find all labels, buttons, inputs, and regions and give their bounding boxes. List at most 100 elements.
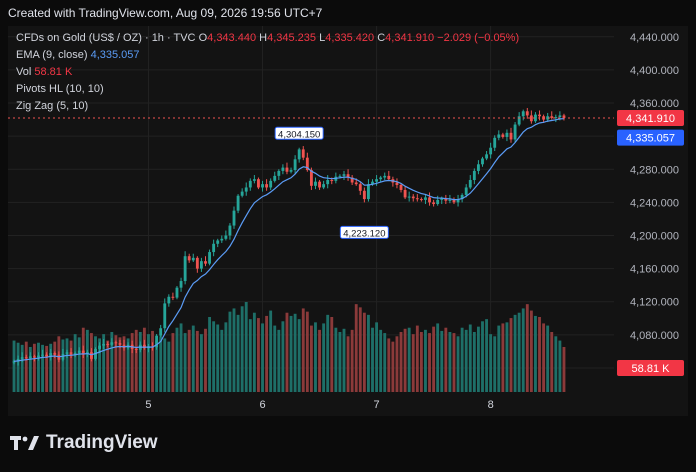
candle-body	[228, 225, 232, 236]
volume-bar	[452, 333, 456, 392]
volume-bar	[419, 332, 423, 392]
candle-body	[191, 257, 195, 261]
volume-bar	[98, 338, 102, 392]
symbol-name[interactable]: CFDs on Gold (US$ / OZ) · 1h · TVC	[16, 32, 196, 44]
volume-bar	[257, 318, 260, 392]
volume-bar	[460, 327, 464, 392]
candle-body	[90, 352, 93, 359]
candle-body	[204, 261, 207, 264]
volume-bar	[20, 344, 24, 392]
candle-body	[261, 184, 264, 188]
candle-body	[208, 252, 211, 264]
volume-bar	[159, 336, 163, 392]
volume-bar	[175, 327, 179, 392]
candle-body	[501, 134, 505, 137]
volume-bar	[415, 325, 419, 392]
volume-bar	[342, 328, 346, 392]
candle-body	[322, 184, 326, 188]
candle-body	[41, 354, 44, 356]
legend-volume-row[interactable]: Vol 58.81 K	[16, 66, 72, 78]
volume-bar	[240, 306, 244, 392]
volume-bar	[187, 329, 191, 392]
candle-body	[236, 195, 240, 211]
candle-body	[509, 132, 513, 140]
candle-body	[285, 167, 289, 172]
volume-bar	[436, 323, 440, 392]
volume-bar	[513, 314, 517, 392]
candle-body	[240, 191, 244, 196]
candle-body	[407, 196, 411, 198]
candle-body	[387, 175, 391, 180]
volume-bar	[204, 328, 207, 392]
candle-body	[497, 134, 501, 138]
candle-body	[110, 342, 114, 345]
ema-price-tag-bg	[617, 129, 684, 146]
candle-body	[244, 187, 248, 192]
volume-bar	[318, 329, 321, 392]
legend-ema-row[interactable]: EMA (9, close) 4,335.057	[16, 49, 140, 61]
volume-bar	[236, 314, 240, 392]
candle-body	[142, 344, 146, 349]
candle-body	[163, 303, 167, 329]
volume-bar	[81, 327, 85, 392]
volume-value: 58.81 K	[34, 66, 73, 78]
volume-bar	[228, 311, 232, 392]
candle-body	[187, 256, 191, 261]
candle-body	[403, 189, 407, 198]
legend-zigzag-row[interactable]: Zig Zag (5, 10)	[16, 100, 89, 112]
candle-body	[554, 117, 558, 119]
volume-bar	[472, 332, 476, 392]
candle-body	[546, 116, 550, 120]
candle-body	[24, 357, 28, 359]
candle-body	[346, 174, 350, 178]
candles	[12, 107, 566, 366]
price-tick-label: 4,240.000	[630, 197, 679, 209]
candle-body	[309, 170, 313, 186]
price-chart[interactable]: 4,040.0004,080.0004,120.0004,160.0004,20…	[8, 26, 688, 416]
candle-body	[167, 296, 171, 304]
volume-bar	[546, 325, 550, 392]
volume-bar	[281, 321, 285, 392]
candle-body	[367, 184, 370, 200]
candle-body	[489, 147, 493, 155]
legend-pivots-row[interactable]: Pivots HL (10, 10)	[16, 83, 104, 95]
candle-body	[521, 111, 525, 117]
volume-bar	[155, 340, 159, 392]
volume-bar	[61, 339, 65, 392]
volume-bar	[375, 322, 379, 392]
candle-body	[342, 174, 346, 176]
volume-bar	[407, 327, 411, 392]
volume-bar	[481, 321, 484, 392]
candle-body	[273, 175, 277, 181]
volume-bar	[167, 341, 171, 392]
volume-bar	[411, 334, 415, 392]
volume-bar	[444, 327, 448, 392]
volume-bar	[16, 342, 20, 392]
volume-bar	[289, 315, 293, 392]
volume-bar	[542, 323, 546, 392]
candle-body	[248, 180, 252, 188]
pivot-high-label: 4,304.150	[278, 129, 320, 140]
price-tick-label: 4,440.000	[630, 32, 679, 44]
volume-bar	[464, 329, 468, 392]
volume-bar	[126, 338, 130, 392]
candle-body	[448, 199, 452, 201]
volume-bar	[252, 312, 256, 392]
candle-body	[419, 199, 423, 201]
time-tick-label: 8	[488, 399, 494, 411]
chart-panel[interactable]: 4,040.0004,080.0004,120.0004,160.0004,20…	[8, 26, 688, 416]
candle-body	[199, 261, 203, 269]
low-label: L	[319, 32, 326, 44]
volume-bar	[297, 319, 301, 392]
candle-body	[106, 343, 110, 345]
candle-body	[134, 348, 138, 350]
volume-bar	[244, 302, 248, 392]
volume-bar	[102, 334, 106, 392]
candle-body	[265, 184, 269, 188]
volume-bar	[208, 317, 211, 392]
volume-bar	[379, 329, 383, 392]
price-labels: 4,341.910 4,335.057 58.81 K 4,304.150 4,223.…	[274, 109, 684, 376]
volume-bar	[179, 323, 183, 392]
candle-body	[468, 180, 472, 188]
volume-bar	[387, 338, 391, 392]
